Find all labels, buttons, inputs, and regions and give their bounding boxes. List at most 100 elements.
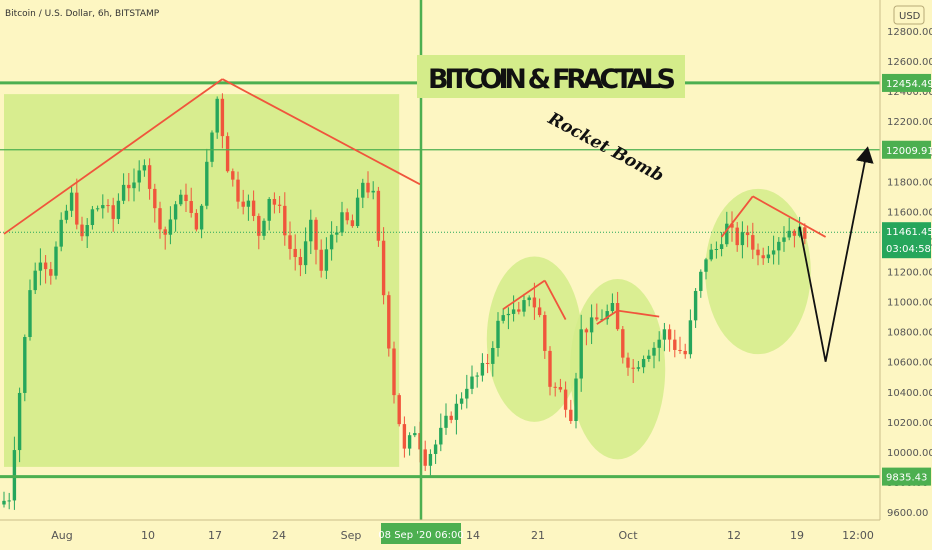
candle-body[interactable] (537, 307, 542, 316)
candle-body[interactable] (288, 235, 292, 249)
candle-body[interactable] (465, 388, 469, 399)
candle-body[interactable] (433, 444, 438, 454)
candle-body[interactable] (704, 259, 708, 272)
candle-body[interactable] (168, 219, 173, 235)
candle-body[interactable] (350, 220, 355, 227)
candle-body[interactable] (766, 254, 771, 259)
candle-body[interactable] (756, 249, 760, 256)
candle-body[interactable] (158, 208, 162, 230)
candle-body[interactable] (387, 295, 391, 349)
candle-body[interactable] (527, 297, 531, 301)
candle-body[interactable] (80, 224, 84, 237)
candle-body[interactable] (121, 184, 126, 201)
candle-body[interactable] (688, 320, 693, 355)
candle-body[interactable] (517, 309, 521, 312)
candle-body[interactable] (543, 315, 547, 351)
candle-body[interactable] (501, 315, 505, 321)
candle-body[interactable] (147, 165, 152, 189)
candle-body[interactable] (569, 409, 573, 422)
candle-body[interactable] (111, 205, 115, 219)
candle-body[interactable] (652, 347, 656, 356)
candle-body[interactable] (553, 386, 557, 388)
candle-body[interactable] (277, 204, 282, 206)
candle-body[interactable] (511, 309, 516, 314)
candle-body[interactable] (678, 349, 682, 351)
candle-body[interactable] (231, 171, 235, 180)
candle-body[interactable] (257, 215, 261, 236)
candle-body[interactable] (683, 350, 687, 355)
candle-body[interactable] (340, 212, 344, 233)
currency-badge[interactable] (893, 5, 925, 25)
candle-body[interactable] (355, 197, 360, 227)
candle-body[interactable] (771, 250, 776, 255)
candle-body[interactable] (605, 311, 609, 320)
candle-body[interactable] (194, 212, 199, 230)
candle-body[interactable] (210, 132, 214, 162)
candle-body[interactable] (7, 500, 11, 502)
candle-body[interactable] (423, 449, 427, 466)
candle-body[interactable] (116, 200, 121, 219)
candle-body[interactable] (595, 317, 599, 320)
candle-body[interactable] (179, 194, 183, 205)
candle-body[interactable] (272, 198, 277, 205)
candle-body[interactable] (532, 297, 537, 308)
candle-body[interactable] (345, 212, 349, 221)
candle-body[interactable] (69, 192, 74, 211)
candle-body[interactable] (329, 234, 334, 250)
candle-body[interactable] (28, 290, 32, 338)
candle-body[interactable] (95, 208, 100, 210)
candle-body[interactable] (485, 362, 490, 364)
candle-body[interactable] (173, 204, 178, 220)
candle-body[interactable] (38, 262, 43, 271)
candle-body[interactable] (777, 241, 781, 251)
candle-body[interactable] (657, 339, 661, 348)
candle-body[interactable] (584, 329, 589, 333)
candle-body[interactable] (439, 427, 443, 445)
candle-body[interactable] (621, 329, 625, 358)
candle-body[interactable] (366, 182, 370, 193)
candle-body[interactable] (246, 200, 251, 207)
candle-body[interactable] (371, 190, 375, 193)
candle-body[interactable] (740, 232, 745, 246)
candle-body[interactable] (205, 161, 209, 206)
candle-body[interactable] (335, 232, 339, 235)
candle-body[interactable] (745, 232, 750, 236)
candle-body[interactable] (23, 337, 27, 393)
candle-body[interactable] (319, 249, 323, 271)
candle-body[interactable] (49, 269, 53, 276)
candle-body[interactable] (267, 198, 271, 221)
candle-body[interactable] (59, 219, 63, 247)
candle-body[interactable] (184, 194, 188, 202)
candle-body[interactable] (283, 205, 287, 236)
candle-body[interactable] (17, 392, 22, 451)
candle-body[interactable] (127, 184, 131, 189)
candle-body[interactable] (33, 270, 37, 291)
candle-body[interactable] (85, 225, 89, 237)
candle-body[interactable] (761, 255, 765, 259)
candle-body[interactable] (647, 355, 651, 359)
candle-body[interactable] (449, 415, 453, 420)
candle-body[interactable] (324, 249, 329, 271)
candle-body[interactable] (626, 357, 630, 368)
candle-body[interactable] (673, 339, 677, 350)
candle-body[interactable] (751, 235, 755, 250)
candle-body[interactable] (64, 210, 69, 220)
candle-body[interactable] (792, 230, 797, 236)
candle-body[interactable] (407, 435, 412, 449)
candle-body[interactable] (303, 241, 308, 266)
candle-body[interactable] (137, 170, 141, 183)
candle-body[interactable] (574, 378, 578, 422)
candle-body[interactable] (54, 246, 58, 276)
candle-body[interactable] (803, 227, 807, 239)
candle-body[interactable] (563, 389, 568, 410)
candle-body[interactable] (631, 367, 635, 369)
candle-body[interactable] (397, 395, 401, 425)
candle-body[interactable] (199, 205, 204, 230)
candle-body[interactable] (693, 290, 698, 321)
candle-body[interactable] (189, 201, 193, 213)
candle-body[interactable] (43, 262, 48, 270)
candle-body[interactable] (298, 257, 303, 266)
candle-body[interactable] (459, 398, 464, 404)
candle-body[interactable] (491, 347, 495, 364)
